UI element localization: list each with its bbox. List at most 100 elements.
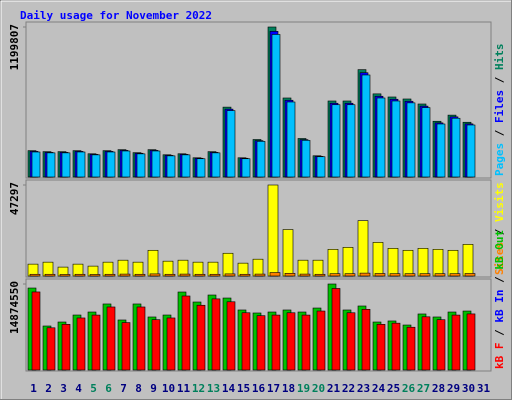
bar	[451, 117, 461, 178]
bar	[282, 229, 294, 277]
bar	[421, 107, 431, 178]
bar	[372, 242, 384, 277]
x-tick-label: 31	[477, 382, 491, 395]
bar	[316, 156, 326, 178]
x-tick-label: 1	[30, 382, 37, 395]
bar	[402, 249, 414, 277]
bar	[297, 259, 309, 277]
bar	[271, 34, 281, 178]
x-tick-label: 23	[357, 382, 370, 395]
legend-separator: /	[493, 76, 506, 83]
x-tick-label: 29	[447, 382, 460, 395]
bar	[286, 101, 296, 178]
x-tick-label: 27	[417, 382, 430, 395]
bar	[59, 274, 71, 277]
bar	[406, 326, 416, 371]
bar	[464, 273, 476, 277]
bar	[134, 273, 146, 277]
bar	[89, 274, 101, 277]
bar	[462, 244, 474, 277]
bar	[29, 273, 41, 277]
bar	[376, 97, 386, 178]
bar	[344, 273, 356, 277]
bar	[286, 312, 296, 371]
bar	[432, 248, 444, 277]
bar	[329, 273, 341, 277]
x-tick-label: 10	[162, 382, 175, 395]
bar	[376, 324, 386, 371]
bar	[179, 273, 191, 277]
bar	[76, 317, 86, 371]
chart-title: Daily usage for November 2022	[20, 9, 212, 22]
bar	[192, 261, 204, 277]
x-tick-label: 13	[207, 382, 220, 395]
bar	[194, 273, 206, 277]
bar	[209, 273, 221, 277]
bar	[434, 273, 446, 277]
bar	[181, 295, 191, 371]
legend: Sites / Visits	[493, 182, 506, 275]
bar	[436, 123, 446, 178]
bar	[331, 288, 341, 371]
bar	[359, 272, 371, 277]
bar	[196, 158, 206, 178]
bar	[196, 304, 206, 371]
bar	[177, 259, 189, 277]
x-tick-label: 19	[297, 382, 310, 395]
bar	[361, 74, 371, 178]
bar	[132, 261, 144, 277]
bar	[406, 102, 416, 178]
bar	[46, 327, 56, 371]
x-tick-label: 22	[342, 382, 355, 395]
bar	[419, 273, 431, 277]
bar	[417, 248, 429, 277]
bar	[106, 151, 116, 178]
bar	[102, 261, 114, 277]
x-tick-label: 12	[192, 382, 205, 395]
legend-separator: /	[493, 329, 506, 336]
legend-entry: kB Out	[493, 230, 506, 270]
x-tick-label: 14	[222, 382, 236, 395]
bar	[312, 259, 324, 277]
legend-entry: kB F	[493, 343, 506, 370]
bar	[91, 314, 101, 371]
bar	[104, 273, 116, 277]
bar	[117, 259, 129, 277]
x-tick-label: 7	[120, 382, 127, 395]
x-tick-label: 17	[267, 382, 280, 395]
bar	[252, 258, 264, 277]
bar	[76, 151, 86, 178]
bar	[256, 315, 266, 371]
legend-entry: Pages	[493, 143, 506, 176]
bar	[254, 273, 266, 277]
bar	[466, 313, 476, 371]
bar	[166, 155, 176, 178]
bar	[361, 308, 371, 371]
bar	[61, 324, 71, 371]
bar	[451, 314, 461, 371]
bar	[391, 100, 401, 178]
x-tick-label: 6	[105, 382, 112, 395]
bar	[301, 314, 311, 371]
bar	[211, 152, 221, 178]
bar	[74, 273, 86, 277]
bar	[239, 273, 251, 277]
x-tick-label: 11	[177, 382, 191, 395]
bar	[301, 140, 311, 178]
bar	[342, 247, 354, 277]
legend: Pages / Files / Hits	[493, 44, 506, 177]
bar	[327, 248, 339, 277]
bar	[166, 317, 176, 371]
bar	[256, 141, 266, 178]
bar	[106, 306, 116, 371]
bar	[436, 319, 446, 371]
legend-separator: /	[493, 276, 506, 283]
x-tick-label: 8	[135, 382, 142, 395]
bar	[31, 291, 41, 371]
bar	[222, 252, 234, 277]
bar	[331, 104, 341, 178]
bar	[226, 301, 236, 371]
bar	[181, 154, 191, 178]
bar	[387, 248, 399, 277]
bar	[391, 322, 401, 371]
